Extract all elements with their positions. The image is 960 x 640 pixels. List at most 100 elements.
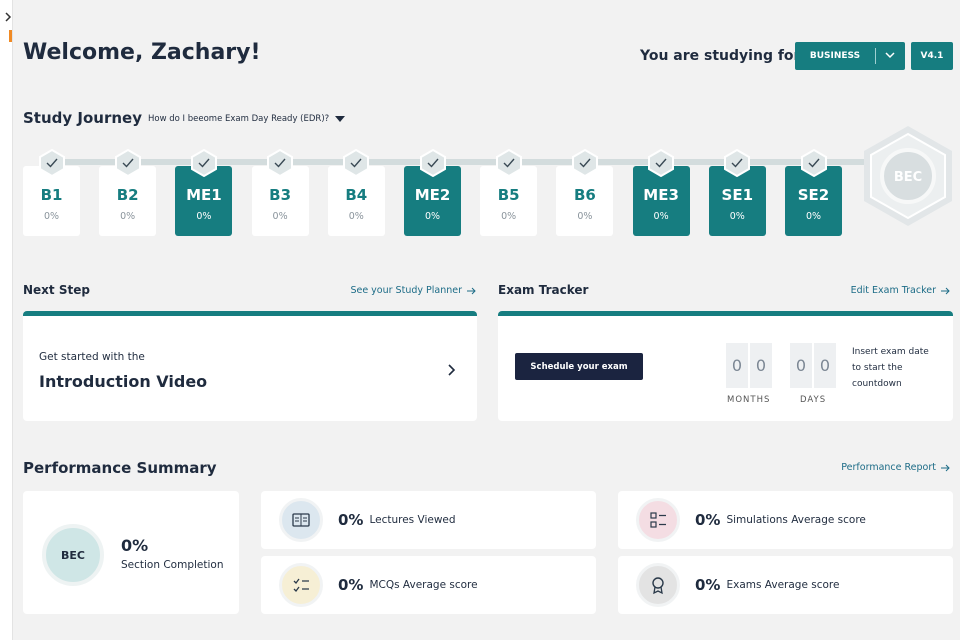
step-progress: 0% xyxy=(120,211,136,222)
report-link[interactable]: Performance Report xyxy=(841,462,950,473)
step-card[interactable]: SE1 0% xyxy=(708,166,766,236)
months-label: MONTHS xyxy=(727,395,771,405)
step-progress: 0% xyxy=(653,211,669,222)
stat-icon xyxy=(279,563,323,607)
link-text: See your Study Planner xyxy=(350,285,462,296)
step-card[interactable]: ME3 0% xyxy=(632,166,690,236)
step-check xyxy=(38,148,65,178)
item: Introduction Video xyxy=(39,372,208,391)
step-card[interactable]: SE2 0% xyxy=(785,166,842,236)
sidebar-toggle[interactable] xyxy=(4,12,12,22)
step-card[interactable]: ME1 0% xyxy=(175,166,233,236)
stat-label: Lectures Viewed xyxy=(369,514,456,526)
journey-title: Study Journey xyxy=(23,109,142,127)
stat-value: 0% xyxy=(695,511,721,529)
step-card[interactable]: B1 0% xyxy=(23,166,80,236)
step-progress: 0% xyxy=(43,211,60,222)
days-label: DAYS xyxy=(800,395,827,405)
step-progress: 0% xyxy=(272,211,288,222)
step-code: B3 xyxy=(269,186,292,204)
step-check xyxy=(495,148,522,178)
help-text: How do I beeome Exam Day Ready (EDR)? xyxy=(148,114,330,124)
tracker-title: Exam Tracker xyxy=(498,283,589,297)
stat-card: 0% Simulations Average score xyxy=(618,491,953,549)
stat-icon xyxy=(636,498,680,542)
step-progress: 0% xyxy=(805,211,822,222)
badge-text: BEC xyxy=(894,170,922,185)
studying-label: You are studying for xyxy=(640,48,801,64)
planner-link[interactable]: See your Study Planner xyxy=(350,285,476,296)
digit: 0 xyxy=(750,343,772,388)
step-code: ME2 xyxy=(414,186,451,204)
welcome: Welcome, Zachary! xyxy=(23,40,261,65)
step-card[interactable]: ME2 0% xyxy=(404,166,461,236)
tracker-card: Schedule your exam 0 0 MONTHS 0 0 DAYS I… xyxy=(498,311,953,421)
section-name: BUSINESS xyxy=(809,51,861,61)
performance-title: Performance Summary xyxy=(23,459,217,477)
schedule-button[interactable]: Schedule your exam xyxy=(515,353,643,380)
completion-value: 0% xyxy=(121,536,149,555)
step-check xyxy=(724,148,751,178)
tracker-note: Insert exam date to start the countdown xyxy=(852,347,929,389)
link-text: Edit Exam Tracker xyxy=(850,285,936,296)
step-check xyxy=(114,148,141,178)
step-progress: 0% xyxy=(501,211,517,222)
link-text: Performance Report xyxy=(841,462,936,473)
stat-value: 0% xyxy=(338,511,364,529)
step-card[interactable]: B4 0% xyxy=(327,166,385,236)
step-progress: 0% xyxy=(348,211,364,222)
stat-label: MCQs Average score xyxy=(369,579,478,591)
step-code: ME1 xyxy=(186,186,222,204)
chevron xyxy=(448,364,456,376)
step-code: SE2 xyxy=(797,186,830,204)
next-step-title: Next Step xyxy=(23,283,90,297)
completion-badge: BEC xyxy=(42,524,104,586)
stat-label: Exams Average score xyxy=(726,579,840,591)
stat-value: 0% xyxy=(338,576,364,594)
step-code: B1 xyxy=(40,186,63,204)
stat-icon xyxy=(279,498,323,542)
timeline xyxy=(40,159,870,165)
stat-card: 0% Lectures Viewed xyxy=(261,491,596,549)
completion-label: Section Completion xyxy=(121,559,224,571)
help-caret xyxy=(335,116,346,122)
bec-badge: BEC xyxy=(864,126,952,226)
step-code: B5 xyxy=(497,186,520,204)
sidebar-indicator xyxy=(9,30,12,42)
step-check xyxy=(267,148,294,178)
digit: 0 xyxy=(726,343,748,388)
digit: 0 xyxy=(790,343,812,388)
journey-help[interactable]: How do I beeome Exam Day Ready (EDR)? xyxy=(148,114,346,124)
step-code: SE1 xyxy=(721,186,754,204)
step-check xyxy=(419,148,446,178)
next-step-card[interactable]: Get started with the Introduction Video xyxy=(23,311,477,421)
step-check xyxy=(343,148,370,178)
step-code: ME3 xyxy=(643,186,679,204)
step-progress: 0% xyxy=(196,211,212,222)
stat-icon xyxy=(636,563,680,607)
step-code: B4 xyxy=(345,186,368,204)
completion-card: BEC 0% Section Completion xyxy=(23,491,239,614)
intro: Get started with the xyxy=(39,351,145,363)
step-code: B6 xyxy=(573,186,596,204)
step-progress: 0% xyxy=(424,211,441,222)
step-card[interactable]: B6 0% xyxy=(556,166,614,236)
step-check xyxy=(800,148,827,178)
digit: 0 xyxy=(814,343,836,388)
stat-card: 0% MCQs Average score xyxy=(261,556,596,614)
step-progress: 0% xyxy=(729,211,745,222)
step-card[interactable]: B3 0% xyxy=(251,166,309,236)
step-card[interactable]: B5 0% xyxy=(480,166,538,236)
step-check xyxy=(648,148,675,178)
sidebar xyxy=(0,0,13,640)
step-check xyxy=(571,148,598,178)
step-check xyxy=(190,148,217,178)
tracker-link[interactable]: Edit Exam Tracker xyxy=(851,285,950,296)
dropdown-icon xyxy=(885,52,895,59)
stat-label: Simulations Average score xyxy=(726,514,866,526)
section-select[interactable]: BUSINESS xyxy=(795,42,905,70)
version-badge: V4.1 xyxy=(911,42,953,70)
step-progress: 0% xyxy=(577,211,593,222)
step-card[interactable]: B2 0% xyxy=(99,166,157,236)
